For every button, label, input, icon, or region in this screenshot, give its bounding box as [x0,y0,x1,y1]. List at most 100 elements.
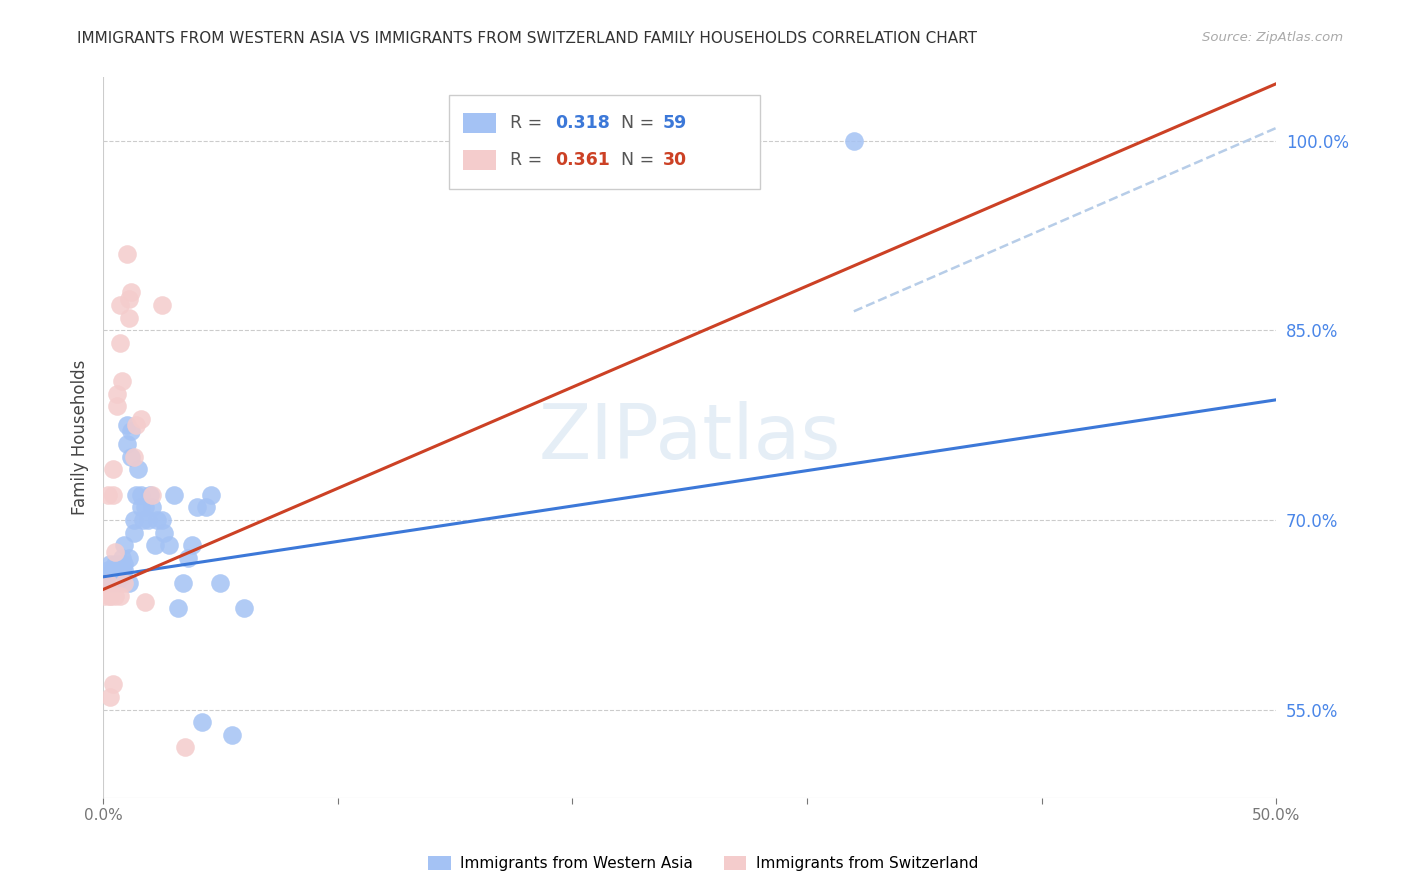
Text: 30: 30 [662,152,686,169]
Point [98,690,121,704]
Point [209,576,232,591]
Point [181,538,204,552]
Y-axis label: Family Households: Family Households [72,360,89,516]
Point [112,538,135,552]
Point [232,601,254,615]
Point [141,488,163,502]
Point [162,488,184,502]
Text: N =: N = [610,152,659,169]
Point [108,335,131,350]
FancyBboxPatch shape [449,95,761,189]
Point [120,285,142,300]
Point [134,595,156,609]
Point [115,247,138,261]
Point [98,589,121,603]
Point [108,570,131,584]
Bar [463,150,496,170]
Point [132,513,155,527]
Point [104,589,127,603]
Point [153,525,176,540]
Point [97,576,120,591]
Point [139,488,162,502]
Point [174,740,197,755]
Text: 0.318: 0.318 [555,114,610,132]
Point [101,564,124,578]
Point [167,601,190,615]
Point [190,715,212,730]
Point [141,500,163,515]
Point [655,134,678,148]
Point [98,576,121,591]
Text: R =: R = [510,152,548,169]
Point [101,488,124,502]
Point [97,488,120,502]
Point [111,564,134,578]
Point [122,513,145,527]
Point [111,570,134,584]
Point [134,500,156,515]
Point [195,500,218,515]
Point [157,538,180,552]
Point [104,544,127,558]
Point [108,564,131,578]
Point [176,550,198,565]
Point [111,374,134,388]
Point [98,570,121,584]
Point [115,418,138,433]
Point [104,557,127,571]
Point [97,564,120,578]
Point [118,576,141,591]
Point [143,538,166,552]
Point [101,570,124,584]
Point [221,728,243,742]
Point [842,134,865,148]
Point [125,418,148,433]
Text: R =: R = [510,114,548,132]
Point [120,425,142,439]
Point [101,677,124,691]
Point [129,488,152,502]
Point [108,298,131,312]
Point [94,570,117,584]
Point [101,564,124,578]
Point [129,411,152,425]
Point [115,437,138,451]
Point [118,310,141,325]
Point [172,576,194,591]
Text: 0.361: 0.361 [555,152,610,169]
Point [150,298,173,312]
Point [105,557,128,571]
Point [101,462,124,476]
Point [105,564,128,578]
Point [118,292,141,306]
Point [127,462,149,476]
Point [105,576,128,591]
Text: 59: 59 [662,114,688,132]
Text: ZIPatlas: ZIPatlas [538,401,841,475]
Point [186,500,208,515]
Point [136,513,159,527]
Point [105,399,128,413]
Point [146,513,169,527]
Point [125,488,148,502]
Point [101,576,124,591]
Point [129,500,152,515]
Point [122,450,145,464]
Text: IMMIGRANTS FROM WESTERN ASIA VS IMMIGRANTS FROM SWITZERLAND FAMILY HOUSEHOLDS CO: IMMIGRANTS FROM WESTERN ASIA VS IMMIGRAN… [77,31,977,46]
Point [112,576,135,591]
Point [118,550,141,565]
Bar [463,112,496,133]
Point [108,589,131,603]
Point [94,589,117,603]
Point [108,557,131,571]
Point [105,386,128,401]
Text: N =: N = [610,114,659,132]
Text: Source: ZipAtlas.com: Source: ZipAtlas.com [1202,31,1343,45]
Point [112,564,135,578]
Point [111,550,134,565]
Point [112,557,135,571]
Point [200,488,222,502]
Point [98,589,121,603]
Point [150,513,173,527]
Point [98,557,121,571]
